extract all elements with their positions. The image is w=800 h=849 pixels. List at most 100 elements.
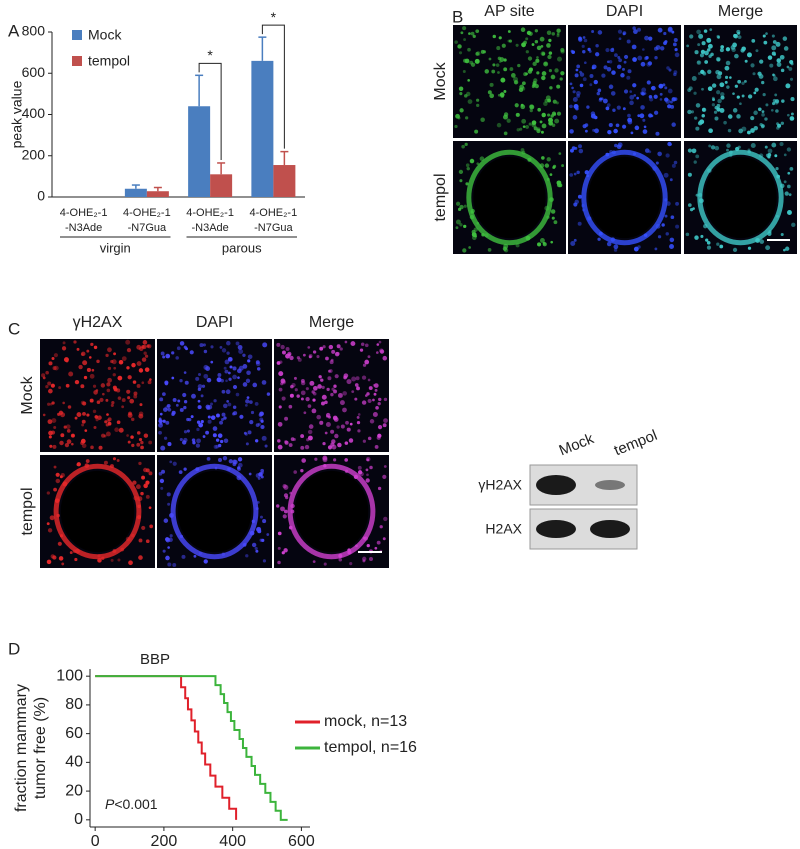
nucleus (611, 70, 616, 75)
nucleus (196, 427, 200, 432)
nucleus (632, 57, 637, 62)
nucleus (549, 173, 553, 177)
nucleus (63, 357, 69, 363)
nucleus (537, 107, 542, 112)
nucleus (244, 403, 248, 407)
nucleus (599, 231, 603, 236)
nucleus (207, 419, 212, 424)
nucleus (753, 91, 757, 95)
nucleus (303, 411, 307, 415)
nucleus (282, 514, 287, 519)
nucleus (143, 467, 148, 473)
nucleus (118, 359, 124, 365)
nucleus (765, 103, 769, 107)
nucleus (470, 208, 475, 214)
nucleus (246, 396, 250, 400)
nucleus (172, 461, 177, 466)
nucleus (321, 385, 325, 390)
nucleus (474, 129, 479, 134)
nucleus (559, 77, 563, 81)
nucleus (50, 430, 56, 435)
nucleus (148, 440, 153, 445)
nucleus (497, 93, 501, 97)
nucleus (47, 381, 52, 386)
nucleus (114, 427, 119, 433)
nucleus (582, 77, 587, 82)
nucleus (167, 502, 171, 506)
nucleus (618, 37, 622, 41)
nucleus (374, 445, 379, 449)
nucleus (148, 471, 153, 476)
nucleus (102, 392, 105, 396)
micrograph (568, 141, 681, 254)
nucleus (578, 148, 584, 154)
nucleus (773, 53, 776, 56)
nucleus (356, 415, 360, 419)
nucleus (255, 360, 260, 365)
nucleus (558, 152, 562, 155)
nucleus (324, 431, 328, 435)
nucleus (765, 32, 768, 35)
nucleus (184, 380, 189, 385)
nucleus (785, 246, 790, 251)
nucleus (534, 83, 539, 89)
nucleus (55, 478, 61, 484)
nucleus (540, 130, 544, 134)
nucleus (642, 129, 648, 134)
nucleus (74, 379, 80, 385)
nucleus (706, 241, 711, 245)
nucleus (776, 122, 779, 126)
nucleus (476, 162, 480, 166)
nucleus (707, 69, 712, 74)
nucleus (761, 125, 765, 129)
nucleus (669, 244, 675, 249)
nucleus (216, 377, 222, 383)
nucleus (779, 54, 785, 60)
nucleus (201, 384, 206, 388)
nucleus (100, 433, 106, 438)
nucleus (360, 342, 365, 347)
nucleus (480, 117, 485, 123)
nucleus (521, 42, 526, 48)
nucleus (353, 474, 359, 480)
nucleus (642, 48, 645, 51)
nucleus (117, 375, 123, 381)
micrograph (684, 141, 797, 254)
nucleus (227, 371, 231, 375)
nucleus (711, 103, 716, 107)
nucleus (576, 64, 581, 69)
nucleus (383, 397, 388, 402)
nucleus (503, 67, 508, 72)
nucleus (761, 124, 765, 128)
nucleus (334, 374, 339, 379)
nucleus (85, 459, 90, 463)
nucleus (648, 150, 652, 154)
nucleus (195, 467, 200, 472)
nucleus (630, 131, 634, 135)
nucleus (462, 26, 467, 31)
nucleus (355, 376, 360, 381)
nucleus (42, 413, 46, 417)
nucleus (351, 376, 357, 382)
nucleus (53, 465, 57, 469)
nucleus (771, 142, 777, 148)
nucleus (687, 172, 692, 177)
nucleus (776, 174, 781, 179)
nucleus (149, 378, 152, 381)
nucleus (586, 174, 590, 178)
nucleus (293, 376, 297, 380)
nucleus (767, 153, 772, 157)
nucleus (584, 123, 589, 127)
nucleus (507, 30, 511, 33)
nucleus (615, 123, 620, 128)
nucleus (86, 349, 90, 353)
nucleus (133, 394, 138, 399)
row-header: Mock (19, 375, 36, 414)
nucleus (372, 398, 375, 402)
nucleus (503, 58, 507, 62)
nucleus (622, 32, 626, 36)
nucleus (61, 346, 67, 351)
nucleus (281, 551, 285, 555)
nucleus (783, 248, 786, 252)
nucleus (214, 466, 218, 470)
